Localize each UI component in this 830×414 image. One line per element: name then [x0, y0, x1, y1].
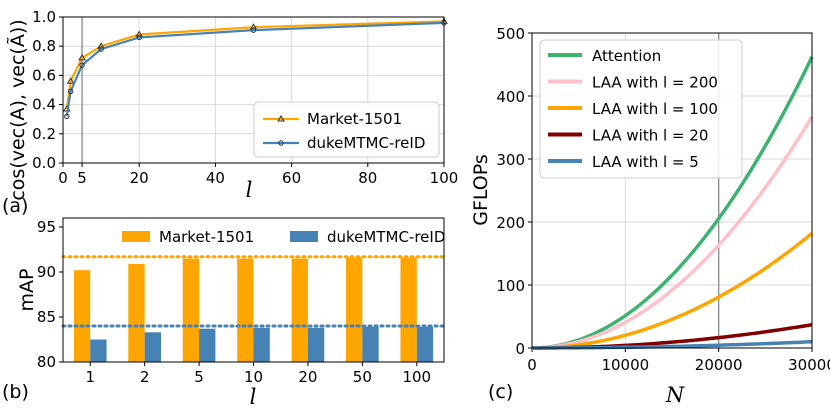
- tick-label-x: 20: [130, 169, 149, 187]
- data-point: [78, 53, 86, 61]
- tick-label-x: 1: [85, 368, 95, 386]
- tick-label-x: 100: [402, 368, 431, 386]
- tick-label-y: 95: [37, 218, 56, 236]
- ylabel-a: cos(vec(A), vec(Ã)): [6, 19, 29, 200]
- tick-label-y: 1.0: [32, 8, 56, 26]
- tick-label-y: 100: [496, 277, 525, 295]
- legend-label: dukeMTMC-reID: [307, 134, 425, 152]
- bar-market: [237, 258, 254, 362]
- tick-label-x: 40: [206, 169, 225, 187]
- tick-label-y: 90: [37, 263, 56, 281]
- tick-label-x: 100: [430, 169, 459, 187]
- tick-label-y: 200: [496, 214, 525, 232]
- ylabel-b: mAP: [16, 269, 38, 312]
- data-point: [64, 113, 70, 119]
- series-line-laa-100: [531, 231, 814, 350]
- legend-label: dukeMTMC-reID: [327, 228, 445, 246]
- legend-box: [539, 39, 743, 179]
- plot-frame: [531, 32, 813, 349]
- tick-label-y: 85: [37, 308, 56, 326]
- legend-label: LAA with l = 5: [592, 153, 699, 171]
- bar-duke: [144, 332, 161, 362]
- xlabel-c: N: [665, 383, 685, 407]
- legend-label: LAA with l = 200: [592, 74, 718, 92]
- panel-label-a: (a): [2, 195, 28, 217]
- bar-duke: [199, 328, 216, 362]
- tick-label-x: 60: [282, 169, 301, 187]
- tick-label-x: 5: [194, 368, 204, 386]
- legend-swatch: [290, 231, 318, 242]
- tick-label-y: 0.2: [32, 125, 56, 143]
- tick-label-y: 80: [37, 353, 56, 371]
- bar-market: [73, 270, 91, 362]
- legend-label: Market-1501: [159, 228, 254, 246]
- data-point: [79, 62, 85, 68]
- data-point: [136, 34, 142, 41]
- xlabel-b: l: [250, 385, 257, 409]
- tick-label-y: 0.4: [32, 96, 56, 114]
- legend-box: [253, 101, 440, 158]
- tick-label-x: 10: [244, 368, 263, 386]
- tick-label-x: 2: [140, 368, 150, 386]
- tick-label-y: 0.8: [32, 37, 56, 55]
- tick-label-y: 0.0: [32, 154, 56, 172]
- tick-label-x: 10000: [601, 356, 649, 374]
- tick-label-x: 80: [358, 169, 377, 187]
- data-point: [250, 27, 257, 33]
- tick-label-y: 0.6: [32, 66, 56, 84]
- bar-market: [128, 263, 145, 362]
- tick-label-x: 0: [527, 356, 537, 374]
- chart-cosine-similarity: 0 5 20 40 60 80 100 0.0 0.2 0.4 0.6 0.8 1.0 Market-15…: [32, 8, 458, 187]
- panel-label-b: (b): [2, 381, 29, 403]
- ylabel-c: GFLOPs: [470, 154, 492, 226]
- legend-label: LAA with l = 100: [592, 100, 718, 118]
- tick-label-y: 500: [496, 25, 525, 43]
- tick-label-x: 50: [353, 368, 372, 386]
- legend-label: Market-1501: [307, 110, 402, 128]
- tick-label-y: 400: [496, 88, 525, 106]
- tick-label-y: 0: [515, 340, 525, 358]
- bar-duke: [416, 326, 434, 362]
- data-point: [98, 46, 104, 52]
- plot-frame: [62, 217, 445, 363]
- legend-swatch: [122, 231, 150, 242]
- series-line-duke: [65, 21, 445, 117]
- bar-market: [291, 258, 308, 362]
- tick-label-x: 0: [58, 169, 68, 187]
- xlabel-a: l: [246, 178, 253, 202]
- tick-label-x: 20000: [695, 356, 743, 374]
- chart-map-bars: 80 85 90 95 1 2 5 10 20 50 100 Market-1501 dukeMTMC-…: [37, 217, 446, 386]
- bar-duke: [362, 326, 379, 362]
- bar-market: [400, 257, 417, 362]
- tick-label-x: 20: [298, 368, 317, 386]
- data-point: [67, 88, 74, 95]
- legend-marker: [277, 115, 285, 122]
- panel-label-c: (c): [488, 381, 513, 403]
- bar-market: [182, 258, 200, 362]
- legend-label: LAA with l = 20: [592, 127, 708, 145]
- series-line-laa-200: [531, 115, 814, 350]
- legend-label: Attention: [592, 47, 661, 65]
- data-point: [66, 77, 75, 84]
- tick-label-x: 5: [77, 169, 87, 187]
- bar-duke: [90, 339, 107, 362]
- tick-label-y: 300: [496, 151, 525, 169]
- plot-frame: [62, 16, 445, 164]
- bar-duke: [307, 327, 325, 362]
- bar-market: [346, 257, 363, 362]
- series-line-market: [65, 20, 445, 110]
- legend-marker: [278, 140, 284, 146]
- bar-duke: [253, 327, 270, 362]
